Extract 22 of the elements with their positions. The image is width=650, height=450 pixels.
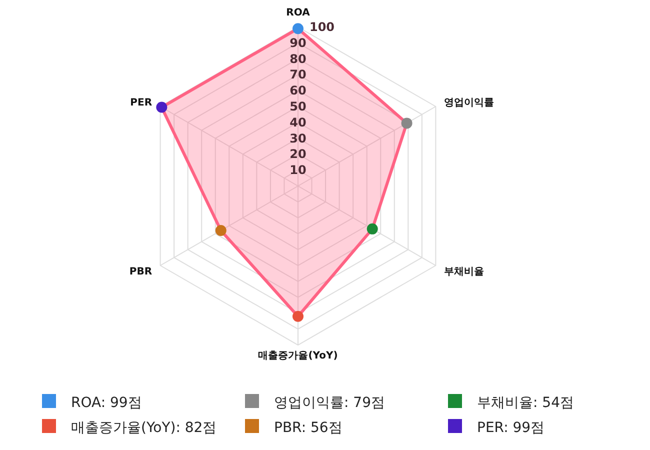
y-tick-label: 30 [290, 131, 306, 146]
spoke-label: 영업이익률 [444, 98, 494, 109]
spoke-label: 부채비율 [444, 266, 484, 278]
y-tick-label: 90 [290, 36, 306, 50]
text: ROA: 99점 [71, 395, 142, 411]
y-tick-label: 80 [290, 52, 306, 66]
text: PBR: 56점 [274, 420, 342, 436]
y-tick-label: 100 [309, 20, 335, 34]
y-tick-label: 10 [290, 163, 306, 178]
text: PER: 99점 [477, 420, 545, 436]
spoke-label: 매출증가율(YoY) [258, 350, 338, 362]
y-tick-label: 20 [290, 147, 306, 162]
spoke-label: PBR [129, 266, 152, 278]
y-tick-label: 50 [290, 100, 306, 114]
y-tick-label: 40 [290, 115, 306, 130]
y-tick-label: 70 [290, 68, 306, 82]
text: 영업이익률: 79점 [274, 395, 385, 411]
text: 매출증가율(YoY): 82점 [71, 420, 217, 436]
y-tick-label: 60 [290, 84, 306, 98]
spoke-label: ROA [286, 7, 310, 18]
spoke-label: PER [130, 98, 152, 109]
text: 부채비율: 54점 [477, 395, 574, 411]
